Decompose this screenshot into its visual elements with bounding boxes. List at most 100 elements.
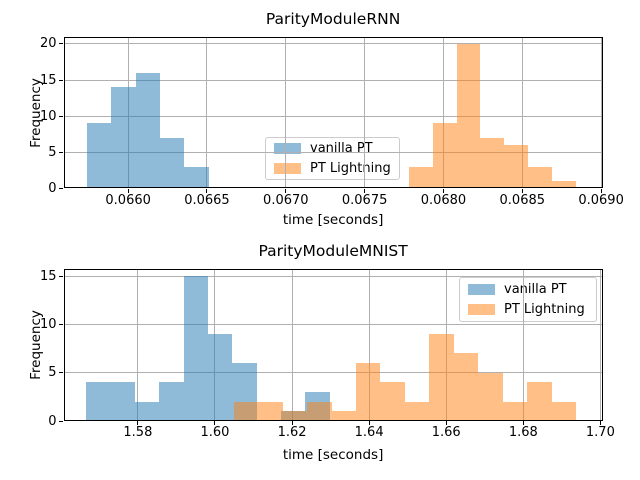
gridline [64, 79, 602, 81]
y-tick-label: 10 [39, 316, 57, 332]
histogram-bar [380, 382, 405, 420]
histogram-bar [404, 401, 430, 420]
y-tick-label: 0 [48, 413, 57, 429]
histogram-bar [502, 401, 528, 420]
histogram-bar [408, 166, 433, 188]
x-tick [445, 421, 447, 425]
x-tick [291, 421, 293, 425]
gridline [368, 270, 370, 420]
histogram-bar [208, 334, 233, 420]
x-tick [214, 421, 216, 425]
x-tick [599, 421, 601, 425]
histogram-bar [331, 411, 357, 420]
legend-entry: vanilla PT [468, 281, 588, 299]
y-tick-label: 15 [39, 268, 57, 284]
legend-swatch [274, 143, 301, 154]
y-tick [58, 372, 63, 374]
x-tick-label: 0.0685 [499, 192, 546, 208]
chart-title: ParityModuleRNN [265, 10, 401, 28]
gridline [64, 151, 602, 153]
y-tick [58, 420, 63, 422]
x-tick-label: 1.60 [200, 425, 230, 440]
y-tick [58, 79, 63, 81]
gridline [206, 37, 208, 188]
gridline [64, 323, 602, 325]
x-tick [364, 188, 366, 193]
histogram-bar [111, 87, 136, 188]
legend-swatch [468, 284, 495, 295]
legend-label: PT Lightning [310, 160, 391, 176]
gridline [599, 270, 601, 420]
x-tick-label: 0.0660 [105, 192, 151, 208]
legend-swatch [468, 304, 495, 315]
x-tick-label: 1.64 [354, 425, 384, 440]
histogram-bar [307, 401, 332, 420]
gridline [521, 37, 523, 188]
gridline [442, 37, 444, 188]
x-tick [442, 188, 444, 193]
chart-title: ParityModuleMNIST [258, 242, 408, 260]
y-tick [58, 151, 63, 153]
x-tick [285, 188, 287, 193]
y-tick-label: 10 [39, 108, 57, 124]
x-tick [521, 188, 523, 193]
x-axis-label: time [seconds] [282, 212, 384, 228]
gridline [64, 372, 602, 374]
x-tick-label: 0.0670 [263, 192, 309, 208]
histogram-bar [183, 276, 209, 420]
legend: vanilla PT PT Lightning [265, 137, 400, 180]
histogram-bar [551, 181, 576, 188]
y-tick [58, 275, 63, 277]
x-tick-label: 1.66 [431, 425, 461, 440]
y-tick [58, 43, 63, 45]
legend-entry: PT Lightning [468, 301, 588, 319]
gridline [364, 37, 366, 188]
x-tick [600, 188, 602, 193]
gridline [600, 37, 602, 188]
histogram-bar [87, 123, 112, 188]
histogram-bar [159, 137, 185, 188]
y-tick [58, 188, 63, 189]
histogram-bar [86, 382, 111, 420]
y-tick-label: 20 [39, 36, 57, 52]
x-tick-label: 1.70 [585, 425, 615, 440]
histogram-bar [429, 334, 454, 420]
gridline [64, 275, 602, 277]
histogram-bar [110, 382, 135, 420]
y-tick [58, 115, 63, 117]
histogram-bar [282, 411, 308, 420]
histogram-bar [134, 401, 160, 420]
histogram-bar [258, 401, 283, 420]
x-tick-label: 0.0690 [578, 192, 624, 208]
x-tick [368, 421, 370, 425]
histogram-bar [432, 123, 457, 188]
x-tick-label: 1.58 [123, 425, 153, 440]
x-tick-label: 1.68 [508, 425, 538, 440]
histogram-bar [159, 382, 184, 420]
x-tick [137, 421, 139, 425]
gridline [137, 270, 139, 420]
x-tick [206, 188, 208, 193]
x-tick-label: 0.0680 [420, 192, 467, 208]
gridline [291, 270, 293, 420]
histogram-bar [135, 72, 160, 188]
legend-entry: vanilla PT [274, 140, 391, 158]
legend-label: vanilla PT [310, 140, 373, 156]
legend-swatch [274, 163, 301, 174]
x-tick-label: 0.0675 [341, 192, 388, 208]
gridline [285, 37, 287, 188]
legend-entry: PT Lightning [274, 160, 391, 178]
y-tick-label: 5 [48, 365, 57, 381]
x-tick-label: 1.62 [277, 425, 307, 440]
histogram-bar [504, 145, 529, 188]
histogram-bar [527, 382, 552, 420]
x-tick [127, 188, 129, 193]
y-tick-label: 0 [48, 181, 57, 196]
x-tick [522, 421, 524, 425]
x-tick-label: 0.0665 [184, 192, 230, 208]
histogram-bar [551, 401, 576, 420]
histogram-bar [453, 353, 479, 420]
histogram-bar [528, 166, 552, 188]
